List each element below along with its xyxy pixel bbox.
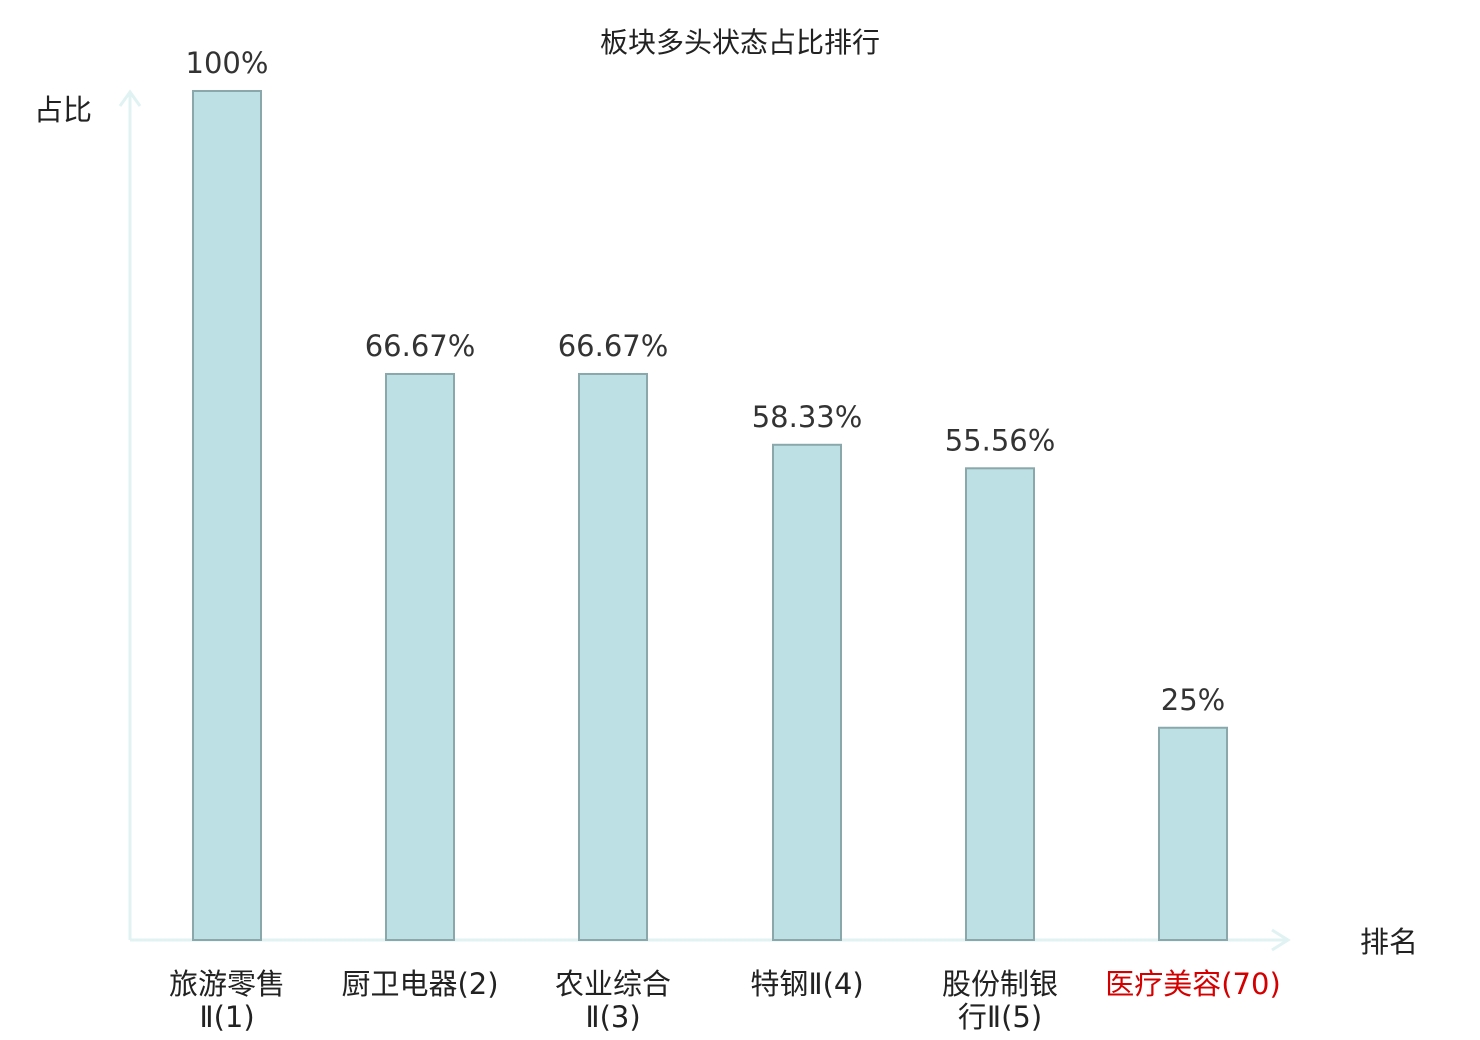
value-label-2: 66.67% xyxy=(365,329,476,363)
bar-3 xyxy=(578,372,648,942)
x-axis-label: 排名 xyxy=(1360,925,1418,959)
axes xyxy=(118,89,1291,952)
y-axis-label: 占比 xyxy=(34,93,92,127)
value-label-4: 58.33% xyxy=(752,400,863,434)
bar-1 xyxy=(192,90,262,941)
bar-5 xyxy=(965,467,1035,941)
category-label-1-line-2: Ⅱ(1) xyxy=(199,1000,254,1034)
value-label-6: 25% xyxy=(1161,683,1225,717)
category-label-1-line-1: 旅游零售 xyxy=(169,967,285,1001)
chart-title: 板块多头状态占比排行 xyxy=(600,26,880,59)
category-label-3-line-1: 农业综合 xyxy=(555,967,671,1001)
y-axis-arrow xyxy=(118,89,142,107)
x-axis-arrow xyxy=(1271,928,1291,952)
category-label-5-line-1: 股份制银 xyxy=(942,967,1058,1001)
value-label-1: 100% xyxy=(186,46,269,80)
bar-6 xyxy=(1158,726,1228,941)
category-label-2-line-1: 厨卫电器(2) xyxy=(341,967,498,1001)
category-label-6-line-1: 医疗美容(70) xyxy=(1105,967,1281,1001)
value-labels-group: 100% 66.67% 66.67% 58.33% 55.56% 25% xyxy=(186,46,1226,717)
value-label-3: 66.67% xyxy=(558,329,669,363)
category-label-5-line-2: 行Ⅱ(5) xyxy=(958,1000,1042,1034)
bars-group xyxy=(192,90,1228,942)
category-label-3-line-2: Ⅱ(3) xyxy=(585,1000,640,1034)
category-label-4-line-1: 特钢Ⅱ(4) xyxy=(750,967,863,1001)
bar-4 xyxy=(772,443,842,941)
bar-2 xyxy=(385,372,455,942)
value-label-5: 55.56% xyxy=(945,423,1056,457)
